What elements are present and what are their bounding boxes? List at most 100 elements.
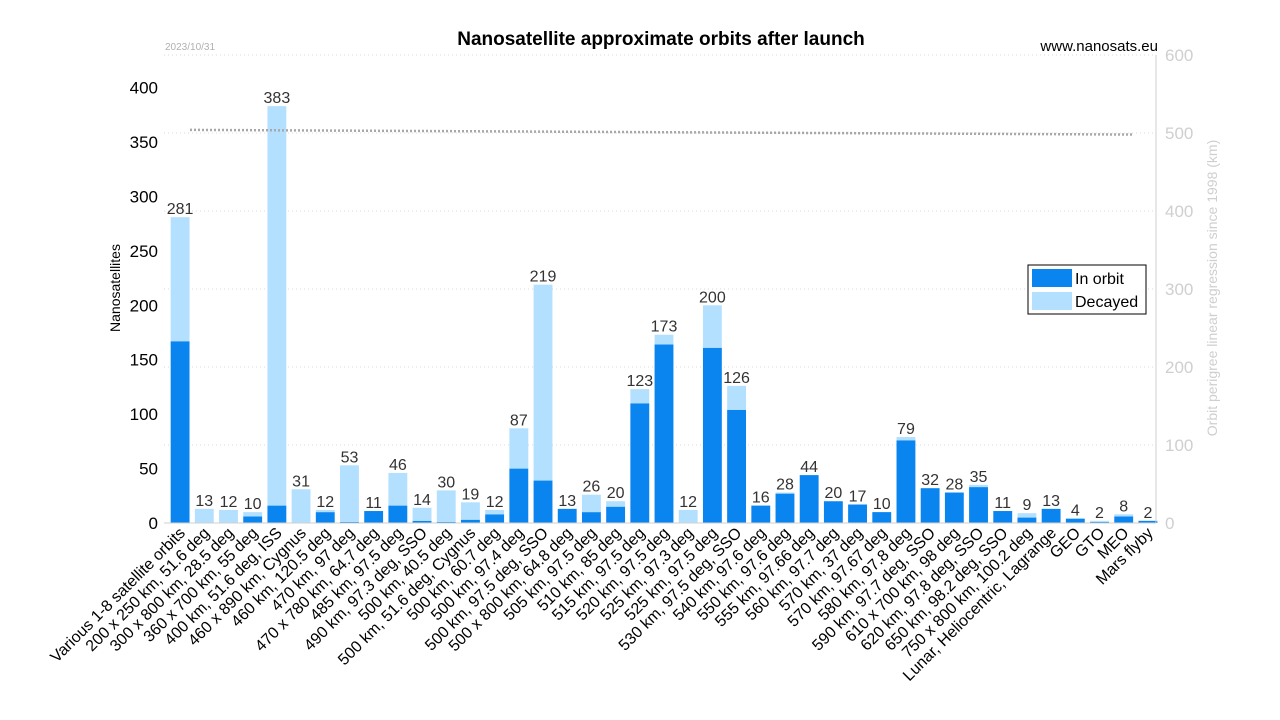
- bar-decayed: [485, 509, 505, 515]
- bar-in-orbit: [702, 347, 722, 523]
- data-label: 87: [510, 412, 528, 429]
- bar-in-orbit: [606, 506, 626, 523]
- data-label: 173: [651, 319, 678, 336]
- data-label: 9: [1022, 497, 1031, 514]
- bar-decayed: [1114, 514, 1134, 517]
- legend-swatch-decayed: [1032, 292, 1072, 310]
- data-label: 12: [316, 494, 334, 511]
- y-axis-label: Nanosatellites: [107, 244, 123, 332]
- data-label: 126: [723, 370, 750, 387]
- y-tick-label: 250: [130, 242, 158, 261]
- bar-in-orbit: [243, 516, 263, 523]
- bar-decayed: [461, 502, 480, 520]
- bar-in-orbit: [896, 440, 916, 523]
- data-label: 2: [1095, 505, 1104, 522]
- bar-decayed: [388, 472, 408, 506]
- bar-in-orbit: [581, 512, 601, 523]
- bar-decayed: [654, 334, 674, 345]
- data-label: 35: [970, 469, 988, 486]
- data-label: 11: [365, 495, 382, 512]
- bar-decayed: [340, 465, 359, 522]
- data-label: 79: [897, 421, 915, 438]
- y-axis-ticks: 0 50 100 150 200 250 300 350 400: [130, 79, 158, 533]
- data-label: 2: [1143, 505, 1152, 522]
- bar-in-orbit: [920, 488, 940, 523]
- bar-in-orbit: [533, 480, 553, 523]
- y-tick-label: 400: [130, 79, 158, 98]
- bar-in-orbit: [461, 519, 480, 523]
- bar-in-orbit: [823, 501, 843, 523]
- bar-decayed: [291, 489, 311, 523]
- bar-in-orbit: [654, 344, 674, 523]
- bar-in-orbit: [969, 487, 988, 523]
- data-label: 16: [752, 490, 770, 507]
- bar-decayed: [436, 490, 456, 522]
- data-label: 10: [873, 496, 891, 513]
- bar-decayed: [412, 507, 432, 521]
- data-label: 11: [994, 495, 1011, 512]
- y2-tick-label: 600: [1165, 46, 1193, 65]
- bar-decayed: [219, 509, 238, 523]
- legend-label-in-orbit: In orbit: [1075, 271, 1124, 288]
- bar-in-orbit: [1017, 517, 1037, 523]
- trend-line: [189, 128, 1133, 136]
- bar-in-orbit: [1041, 508, 1061, 523]
- bar-decayed: [702, 305, 722, 348]
- bar-in-orbit: [775, 493, 795, 523]
- legend-swatch-in-orbit: [1032, 269, 1072, 287]
- data-label: 123: [626, 373, 653, 390]
- bar-decayed: [243, 512, 263, 517]
- bar-decayed: [509, 428, 529, 469]
- bar-decayed: [775, 492, 795, 494]
- data-label: 31: [292, 473, 310, 490]
- bar-decayed: [1017, 513, 1037, 518]
- bar-decayed: [678, 509, 698, 523]
- y-tick-label: 100: [130, 405, 158, 424]
- y2-tick-label: 400: [1165, 202, 1193, 221]
- bar-decayed: [267, 106, 287, 506]
- data-label: 12: [486, 494, 504, 511]
- bar-decayed: [606, 501, 626, 507]
- y2-tick-label: 300: [1165, 280, 1193, 299]
- chart-source: www.nanosats.eu: [1039, 38, 1158, 55]
- data-label: 13: [1042, 493, 1060, 510]
- y-tick-label: 300: [130, 187, 158, 206]
- data-label: 46: [389, 457, 407, 474]
- bar-in-orbit: [993, 511, 1013, 523]
- bar-decayed: [533, 284, 553, 481]
- y2-axis-ticks: 0 100 200 300 400 500 600: [1165, 46, 1193, 533]
- y2-tick-label: 200: [1165, 358, 1193, 377]
- trend-line-group: [189, 128, 1133, 136]
- bar-in-orbit: [267, 505, 287, 523]
- chart-title: Nanosatellite approximate orbits after l…: [457, 29, 865, 50]
- data-label: 28: [776, 477, 794, 494]
- bars: [170, 106, 1158, 523]
- bar-in-orbit: [557, 508, 577, 523]
- bar-in-orbit: [485, 514, 505, 523]
- data-label: 383: [264, 90, 291, 107]
- data-label: 53: [341, 449, 359, 466]
- data-label: 13: [195, 493, 213, 510]
- y2-tick-label: 0: [1165, 514, 1174, 533]
- legend-label-decayed: Decayed: [1075, 294, 1138, 311]
- bar-in-orbit: [872, 512, 892, 523]
- data-label: 19: [462, 486, 480, 503]
- y2-tick-label: 500: [1165, 124, 1193, 143]
- bar-in-orbit: [630, 403, 650, 523]
- bar-in-orbit: [751, 505, 771, 523]
- bar-decayed: [969, 484, 988, 488]
- data-label: 13: [558, 493, 576, 510]
- bar-decayed: [315, 509, 335, 513]
- bar-in-orbit: [799, 475, 819, 523]
- data-label: 28: [945, 477, 963, 494]
- axes: [164, 55, 1157, 524]
- bar-in-orbit: [315, 512, 335, 523]
- bar-in-orbit: [340, 521, 359, 523]
- bar-decayed: [630, 389, 650, 404]
- data-label: 200: [699, 289, 726, 306]
- data-label: 14: [413, 492, 431, 509]
- bar-in-orbit: [1090, 521, 1109, 523]
- data-label: 20: [607, 485, 625, 502]
- legend: In orbit Decayed: [1027, 264, 1147, 315]
